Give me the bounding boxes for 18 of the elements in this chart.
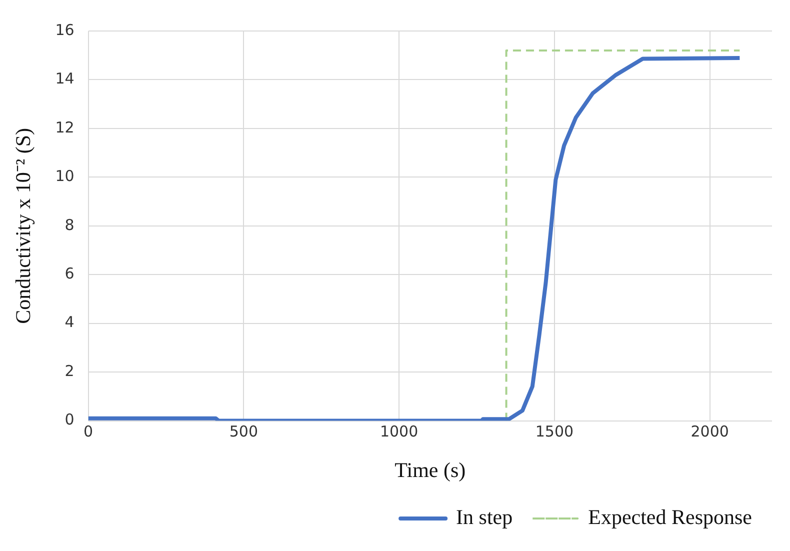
x-tick-label: 1500 — [535, 422, 574, 441]
y-tick-label: 2 — [64, 362, 74, 380]
x-axis-title: Time (s) — [394, 458, 466, 482]
y-tick-label: 4 — [64, 313, 74, 332]
x-tick-label: 500 — [229, 422, 258, 441]
x-tick-label: 2000 — [690, 422, 729, 441]
legend-label: Expected Response — [588, 505, 752, 530]
y-tick-label: 14 — [55, 70, 74, 88]
y-tick-label: 8 — [64, 216, 74, 234]
x-tick-label: 1000 — [380, 422, 418, 441]
legend-label: In step — [456, 505, 513, 530]
y-tick-label: 6 — [64, 264, 74, 283]
y-tick-label: 10 — [55, 167, 74, 186]
y-tick-label: 12 — [55, 118, 74, 136]
y-tick-label: 16 — [55, 20, 74, 39]
y-axis-title: Conductivity x 10⁻² (S) — [11, 128, 36, 324]
x-tick-label: 0 — [84, 422, 94, 441]
y-tick-label: 0 — [64, 410, 74, 429]
